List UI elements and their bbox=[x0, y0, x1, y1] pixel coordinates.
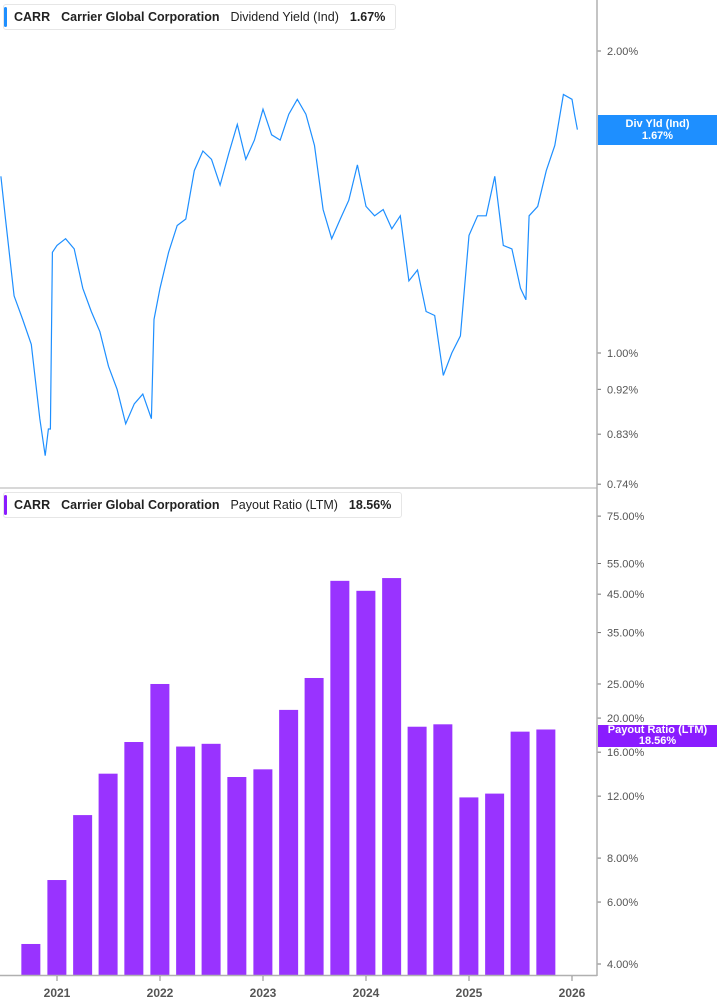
payout-bar bbox=[124, 742, 144, 975]
payout-bar bbox=[21, 943, 41, 975]
legend-company: Carrier Global Corporation bbox=[61, 498, 220, 512]
y-tick-label: 12.00% bbox=[607, 791, 645, 803]
x-tick-label: 2023 bbox=[250, 986, 277, 1000]
x-tick-label: 2022 bbox=[147, 986, 174, 1000]
payout-bar bbox=[73, 815, 93, 975]
legend-ticker: CARR bbox=[14, 498, 51, 512]
payout-bar bbox=[227, 777, 247, 975]
y-tick-label: 55.00% bbox=[607, 559, 645, 571]
payout-bar bbox=[98, 773, 118, 975]
bottom-legend: CARR Carrier Global Corporation Payout R… bbox=[3, 492, 403, 518]
y-tick-label: 20.00% bbox=[607, 713, 645, 725]
payout-bar bbox=[407, 726, 427, 975]
y-tick-label: 0.83% bbox=[607, 429, 638, 441]
current-yield-tag: Div Yld (Ind) 1.67% bbox=[598, 115, 717, 145]
top-y-axis: 2.00% 1.00% 0.92% 0.83% 0.74% bbox=[597, 46, 638, 491]
tag-label: Div Yld (Ind) bbox=[625, 118, 690, 130]
current-payout-tag: Payout Ratio (LTM) 18.56% bbox=[598, 725, 717, 747]
payout-bar bbox=[356, 590, 376, 975]
y-tick-label: 25.00% bbox=[607, 679, 645, 691]
payout-bar bbox=[459, 797, 479, 975]
payout-bar bbox=[382, 578, 402, 975]
payout-bar bbox=[330, 580, 350, 975]
y-tick-label: 35.00% bbox=[607, 628, 645, 640]
x-tick-label: 2025 bbox=[456, 986, 483, 1000]
legend-company: Carrier Global Corporation bbox=[61, 10, 220, 24]
legend-metric: Payout Ratio (LTM) bbox=[230, 498, 338, 512]
bottom-y-axis: 75.00% 55.00% 45.00% 35.00% 25.00% 20.00% 16.0… bbox=[597, 511, 645, 971]
y-tick-label: 4.00% bbox=[607, 959, 638, 971]
payout-bar bbox=[150, 683, 170, 975]
series-color-marker bbox=[4, 495, 7, 515]
y-tick-label: 2.00% bbox=[607, 46, 638, 58]
x-axis: 2021 2022 2023 2024 2025 2026 bbox=[44, 976, 586, 1000]
payout-bar bbox=[433, 724, 453, 975]
legend-value: 1.67% bbox=[349, 10, 386, 24]
x-tick-label: 2026 bbox=[559, 986, 586, 1000]
y-tick-label: 0.92% bbox=[607, 384, 638, 396]
payout-bar bbox=[253, 769, 273, 975]
tag-value: 1.67% bbox=[641, 130, 674, 142]
top-legend: CARR Carrier Global Corporation Dividend… bbox=[3, 4, 397, 30]
y-tick-label: 8.00% bbox=[607, 853, 638, 865]
payout-bar bbox=[536, 729, 556, 975]
payout-bar bbox=[510, 731, 530, 975]
payout-ratio-bars bbox=[21, 578, 556, 975]
payout-bar bbox=[485, 793, 505, 975]
x-tick-label: 2024 bbox=[353, 986, 380, 1000]
tag-value: 18.56% bbox=[638, 735, 677, 747]
x-tick-label: 2021 bbox=[44, 986, 71, 1000]
tag-label: Payout Ratio (LTM) bbox=[607, 724, 708, 736]
y-tick-label: 16.00% bbox=[607, 747, 645, 759]
legend-ticker: CARR bbox=[14, 10, 51, 24]
legend-value: 18.56% bbox=[348, 498, 392, 512]
dividend-yield-line bbox=[0, 93, 578, 456]
series-color-marker bbox=[4, 7, 7, 27]
payout-bar bbox=[176, 746, 196, 975]
y-tick-label: 45.00% bbox=[607, 589, 645, 601]
payout-bar bbox=[279, 709, 299, 975]
y-tick-label: 6.00% bbox=[607, 897, 638, 909]
legend-metric: Dividend Yield (Ind) bbox=[230, 10, 339, 24]
payout-bar bbox=[47, 880, 67, 975]
payout-bar bbox=[304, 677, 324, 975]
y-tick-label: 0.74% bbox=[607, 479, 638, 491]
y-tick-label: 75.00% bbox=[607, 511, 645, 523]
payout-bar bbox=[201, 743, 221, 975]
y-tick-label: 1.00% bbox=[607, 348, 638, 360]
